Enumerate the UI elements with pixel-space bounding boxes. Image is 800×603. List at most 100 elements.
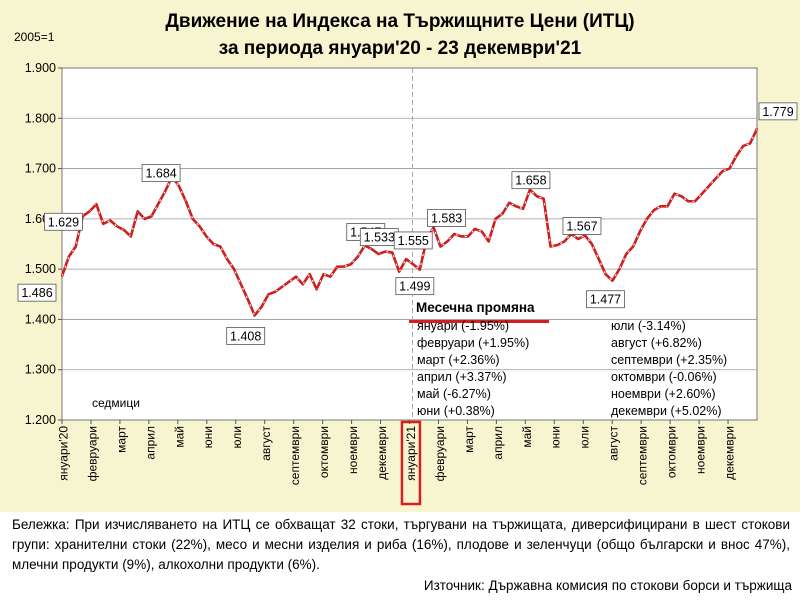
data-point [329, 275, 332, 278]
data-point [412, 263, 414, 266]
data-label-box [226, 327, 266, 345]
x-tick-label: март [462, 426, 476, 453]
x-tick-label: януари'20 [56, 426, 70, 481]
monthly-change-item: септември (+2.35%) [611, 353, 728, 367]
x-tick-label: декември [722, 426, 736, 480]
data-point [625, 253, 628, 255]
chart-title: Движение на Индекса на Тържищните Цени (… [165, 11, 635, 32]
x-tick-label: септември [636, 426, 650, 485]
data-point [184, 200, 187, 203]
data-point [61, 275, 63, 278]
data-label-box [17, 283, 57, 302]
data-point [391, 251, 394, 254]
data-point [439, 245, 442, 248]
data-label: 1.779 [762, 105, 793, 119]
x-tick-label: декември [375, 426, 389, 480]
monthly-change-item: февруари (+1.95%) [417, 336, 530, 350]
itc-line-chart: 1.2001.3001.4001.5001.6001.7001.8001.900… [17, 61, 798, 506]
footnote: Бележка: При изчисляването на ИТЦ се обх… [12, 517, 790, 572]
x-tick-label: юни [201, 426, 215, 448]
data-point [356, 255, 359, 258]
data-label: 1.583 [431, 211, 462, 225]
data-point [88, 210, 91, 213]
data-point [742, 145, 745, 147]
monthly-change-item: януари (-1.95%) [417, 319, 510, 333]
highlight-box [400, 420, 422, 506]
data-point [714, 177, 717, 180]
x-tick-label: септември [288, 426, 302, 485]
data-point [95, 203, 98, 206]
data-point [467, 235, 469, 238]
x-tick-label: януари'21 [404, 426, 418, 481]
data-point [542, 197, 545, 200]
data-point [639, 230, 641, 233]
itc-series-dash [61, 128, 758, 316]
data-point [687, 200, 690, 203]
data-point [74, 245, 77, 248]
monthly-change-list-right: юли (-3.14%) август (+6.82%) септември (+2… [611, 318, 727, 420]
data-label-box [562, 217, 602, 235]
monthly-change-item: юни (+0.38%) [417, 404, 495, 418]
monthly-change-item: март (+2.36%) [417, 353, 500, 367]
data-label: 1.629 [48, 215, 79, 229]
monthly-change-item: ноември (+2.60%) [611, 387, 716, 401]
data-point [405, 258, 407, 260]
data-point [226, 258, 229, 260]
monthly-change-underline [409, 320, 549, 323]
x-tick-label: ноември [694, 426, 708, 474]
data-point [109, 219, 112, 222]
monthly-change-title: Месечна промяна [416, 300, 535, 315]
chart-subtitle: за периода януари'20 - 23 декември'21 [218, 38, 582, 59]
data-point [494, 217, 497, 220]
data-point [673, 192, 676, 195]
data-point [288, 280, 290, 283]
data-point [398, 270, 401, 273]
y-tick-label: 1.700 [25, 162, 56, 176]
data-point [129, 235, 132, 238]
data-point [749, 142, 752, 145]
y-tick-label: 1.800 [25, 111, 56, 125]
x-tick-label: юли [230, 426, 244, 448]
x-tick-label: октомври [317, 426, 331, 478]
data-point [701, 192, 703, 195]
y-tick-label: 1.900 [25, 61, 56, 75]
y-axis-unit-label: 2005=1 [14, 30, 55, 44]
data-point [453, 233, 456, 235]
data-label: 1.486 [21, 286, 52, 300]
x-tick-label: ноември [346, 426, 360, 474]
data-label-box [586, 290, 625, 309]
data-point [212, 243, 215, 245]
data-point [350, 263, 352, 266]
data-point [535, 195, 538, 198]
data-point [522, 207, 524, 210]
x-tick-label: април [491, 426, 505, 460]
data-point [219, 245, 222, 248]
data-point [563, 240, 566, 243]
data-point [597, 258, 600, 260]
data-point [384, 250, 387, 253]
data-point [515, 205, 518, 208]
monthly-change-item: април (+3.37%) [417, 370, 507, 384]
data-point [707, 185, 710, 188]
monthly-change-item: декември (+5.02%) [611, 404, 722, 418]
y-tick-label: 1.500 [25, 262, 56, 276]
data-point [102, 222, 105, 225]
data-point [205, 235, 208, 238]
data-point [267, 293, 270, 296]
data-point [191, 217, 194, 220]
data-point [164, 190, 167, 193]
x-tick-label: февруари [85, 426, 99, 481]
y-tick-label: 1.400 [25, 312, 56, 326]
data-point [680, 195, 683, 198]
data-point [343, 265, 346, 268]
data-point [659, 205, 662, 208]
x-tick-label: май [172, 426, 186, 448]
monthly-change-list-left: януари (-1.95%) февруари (+1.95%) март (+2… [417, 318, 529, 420]
data-point [473, 228, 476, 230]
data-point [123, 229, 125, 231]
data-point [178, 185, 180, 188]
data-point [618, 268, 621, 271]
data-label-box [141, 164, 181, 183]
data-point [336, 265, 339, 268]
data-point [240, 283, 242, 286]
